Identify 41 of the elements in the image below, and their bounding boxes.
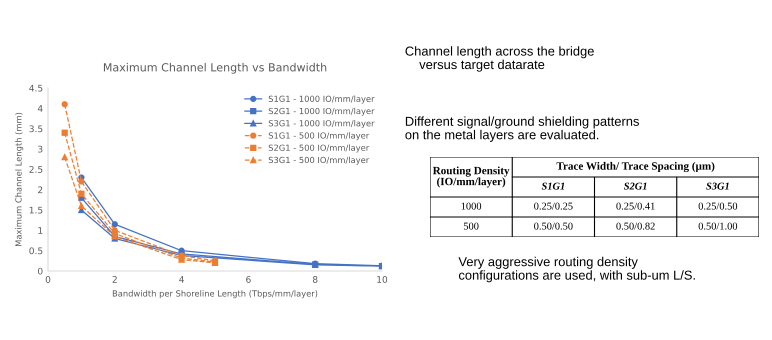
y-tick-label: 0.5 [29, 247, 42, 254]
y-tick-label: 3 [38, 146, 42, 153]
x-tick-label: 6 [246, 276, 251, 283]
text: Very aggressive routing density configurations are used, with sub-um L/S. [458, 256, 695, 282]
y-tick-label: 2 [38, 186, 42, 194]
legend-label: S1G1 - 1000 IO/mm/layer [268, 96, 374, 104]
category-label: S3G1 [706, 182, 729, 190]
category-label: S2G1 [624, 182, 646, 190]
category-label: 500 [464, 222, 479, 230]
text: Different signal/ground shielding patterns on the metal layers are evaluated. [405, 116, 639, 142]
text: Trace Width/ Trace Spacing (µm) [556, 162, 714, 172]
x-axis-title: Bandwidth per Shoreline Length (Tbps/mm/layer) [112, 290, 318, 298]
legend-label: S3G1 - 1000 IO/mm/layer [268, 120, 374, 128]
text: 0.25/0.50 [698, 202, 738, 210]
chart-title: Maximum Channel Length vs Bandwidth [104, 62, 326, 74]
text: Channel length across the bridge versus target datarate [405, 46, 594, 72]
y-tick-label: 1 [38, 227, 42, 234]
text: 0.50/1.00 [698, 222, 738, 230]
text: 0.50/0.82 [616, 222, 655, 230]
y-tick-label: 3.5 [29, 125, 42, 132]
y-tick-label: 4 [38, 105, 43, 112]
text: 0.25/0.25 [534, 202, 573, 210]
legend-label: S2G1 - 500 IO/mm/layer [268, 144, 370, 152]
y-axis-title: Maximum Channel Length (mm) [15, 112, 24, 246]
category-label: 1000 [462, 202, 482, 210]
y-tick-label: 0 [38, 268, 43, 275]
legend-label: S2G1 - 1000 IO/mm/layer [268, 108, 374, 116]
text: 0.50/0.50 [534, 222, 573, 230]
text: 0.25/0.41 [616, 202, 655, 210]
y-tick-label: 2.5 [29, 166, 42, 173]
x-tick-label: 8 [312, 276, 318, 283]
legend-label: S3G1 - 500 IO/mm/layer [268, 156, 370, 165]
x-tick-label: 4 [179, 276, 184, 283]
y-tick-label: 4.5 [29, 84, 42, 92]
category-label: S1G1 [542, 182, 564, 190]
x-tick-label: 0 [46, 276, 50, 283]
x-tick-label: 2 [112, 276, 117, 283]
x-tick-label: 10 [377, 276, 388, 283]
text: Routing Density (IO/mm/layer) [432, 166, 510, 188]
y-tick-label: 1.5 [30, 206, 42, 214]
legend-label: S1G1 - 500 IO/mm/layer [268, 132, 370, 140]
